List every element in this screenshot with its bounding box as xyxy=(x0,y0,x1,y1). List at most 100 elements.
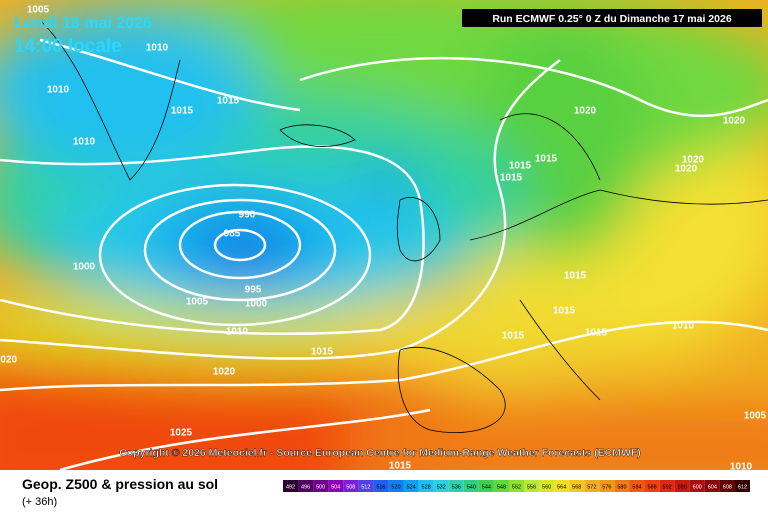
isobar-label: 1005 xyxy=(186,297,209,308)
scale-swatch xyxy=(418,480,434,492)
scale-label: 524 xyxy=(406,484,415,490)
isobar-label: 1010 xyxy=(730,462,753,473)
valid-date: Lundi 18 mai 2026 xyxy=(14,15,152,32)
isobar-label: 1020 xyxy=(574,106,597,117)
scale-label: 532 xyxy=(437,484,446,490)
scale-label: 552 xyxy=(512,484,521,490)
scale-label: 576 xyxy=(602,484,611,490)
scale-label: 588 xyxy=(647,484,656,490)
scale-label: 608 xyxy=(723,484,732,490)
isobar-label: 1020 xyxy=(675,164,698,175)
isobar-label: 1010 xyxy=(47,85,70,96)
scale-swatch xyxy=(674,480,690,492)
scale-swatch xyxy=(539,480,555,492)
isobar-label: 1020 xyxy=(723,116,746,127)
scale-swatch xyxy=(734,480,750,492)
scale-swatch xyxy=(493,480,509,492)
scale-label: 556 xyxy=(527,484,536,490)
scale-swatch xyxy=(629,480,645,492)
isobar-label: 990 xyxy=(239,210,256,221)
isobar-label: 1015 xyxy=(171,106,194,117)
isobar-label: 1015 xyxy=(500,173,523,184)
scale-label: 560 xyxy=(542,484,551,490)
scale-swatch xyxy=(283,480,299,492)
isobar-labels: 1005101010101015101510101020102010151015… xyxy=(0,5,767,473)
coastlines xyxy=(39,19,768,433)
scale-swatch xyxy=(524,480,540,492)
scale-swatch xyxy=(584,480,600,492)
scale-label: 572 xyxy=(587,484,596,490)
scale-label: 528 xyxy=(422,484,431,490)
scale-swatch xyxy=(358,480,374,492)
scale-swatch xyxy=(343,480,359,492)
isobars xyxy=(0,38,768,470)
scale-swatch xyxy=(599,480,615,492)
isobar-label: 1020 xyxy=(213,367,236,378)
scale-swatch xyxy=(689,480,705,492)
scale-label: 540 xyxy=(467,484,476,490)
scale-swatch xyxy=(644,480,660,492)
isobar-label: 995 xyxy=(245,285,262,296)
scale-label: 592 xyxy=(663,484,672,490)
scale-swatch xyxy=(614,480,630,492)
isobar-label: 1015 xyxy=(217,96,240,107)
scale-label: 512 xyxy=(361,484,370,490)
isobar-label: 1005 xyxy=(744,411,767,422)
scale-swatch xyxy=(448,480,464,492)
isobar-label: 1020 xyxy=(682,155,705,166)
scale-swatch xyxy=(719,480,735,492)
scale-swatch xyxy=(328,480,344,492)
local-time: 14:00 locale xyxy=(14,36,122,57)
scale-label: 604 xyxy=(708,484,717,490)
scale-label: 496 xyxy=(301,484,310,490)
isobar-label: 1025 xyxy=(170,428,193,439)
isobar-label: 1010 xyxy=(146,43,169,54)
scale-swatch xyxy=(313,480,329,492)
isobar-label: 1015 xyxy=(535,154,558,165)
isobar-label: 1005 xyxy=(27,5,50,16)
scale-swatch xyxy=(433,480,449,492)
isobar-label: 1020 xyxy=(0,355,18,366)
scale-label: 492 xyxy=(286,484,295,490)
scale-label: 520 xyxy=(391,484,400,490)
scale-label: 600 xyxy=(693,484,702,490)
copyright: Copyright © 2026 Meteociel.fr - Source E… xyxy=(119,447,641,459)
scale-swatch xyxy=(508,480,525,492)
isobar-label: 985 xyxy=(224,229,241,240)
isobar-label: 1015 xyxy=(509,161,532,172)
run-info: Run ECMWF 0.25° 0 Z du Dimanche 17 mai 2… xyxy=(492,13,732,25)
scale-label: 536 xyxy=(452,484,461,490)
isobar-label: 1015 xyxy=(311,347,334,358)
scale-swatch xyxy=(373,480,389,492)
scale-label: 580 xyxy=(617,484,626,490)
scale-label: 584 xyxy=(632,484,641,490)
scale-swatch xyxy=(388,480,404,492)
scale-swatch xyxy=(659,480,675,492)
isobar-label: 1015 xyxy=(553,306,576,317)
scale-label: 500 xyxy=(316,484,325,490)
isobar-label: 1000 xyxy=(73,262,96,273)
isobar-label: 1000 xyxy=(245,299,268,310)
scale-swatch xyxy=(704,480,720,492)
isobar-label: 1015 xyxy=(502,331,525,342)
isobar-label: 1015 xyxy=(389,461,412,472)
scale-swatch xyxy=(463,480,479,492)
scale-label: 568 xyxy=(572,484,581,490)
footer-title: Geop. Z500 & pression au sol xyxy=(22,476,218,492)
scale-swatch xyxy=(569,480,585,492)
scale-label: 612 xyxy=(738,484,747,490)
scale-label: 548 xyxy=(497,484,506,490)
isobar-label: 1015 xyxy=(585,328,608,339)
scale-swatch xyxy=(554,480,570,492)
scale-label: 596 xyxy=(678,484,687,490)
scale-swatch xyxy=(403,480,419,492)
scale-swatch xyxy=(298,480,314,492)
forecast-lead: (+ 36h) xyxy=(22,496,57,508)
isobar-label: 1015 xyxy=(564,271,587,282)
scale-label: 544 xyxy=(482,484,491,490)
scale-swatch xyxy=(478,480,494,492)
scale-label: 516 xyxy=(376,484,385,490)
